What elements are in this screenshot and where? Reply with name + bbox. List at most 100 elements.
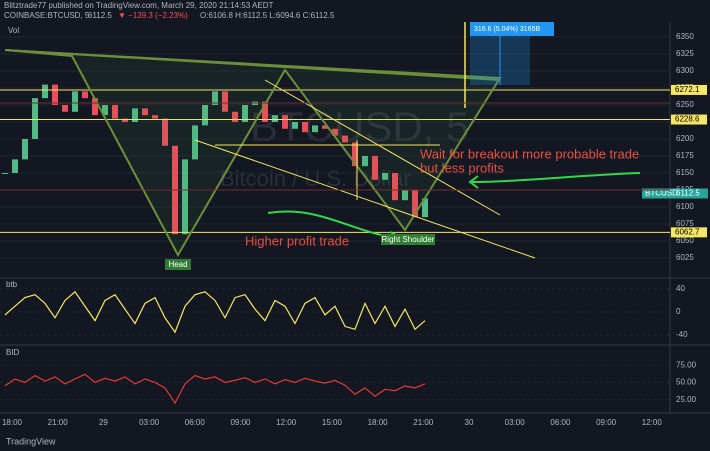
- candle: [312, 125, 318, 133]
- candle: [162, 118, 168, 146]
- candle: [272, 115, 278, 122]
- publisher: Blitztrade77 published on TradingView.co…: [4, 1, 273, 10]
- y-tick-label: 0: [676, 307, 681, 316]
- panel-title: Vol: [8, 26, 19, 35]
- candle: [412, 189, 418, 218]
- last: 6112.5: [88, 11, 112, 20]
- price-tag-label: 6062.7: [675, 227, 700, 236]
- price-tag: [671, 227, 707, 238]
- candle: [352, 142, 358, 167]
- y-tick-label: 6300: [676, 66, 694, 75]
- x-tick-label: 06:00: [185, 418, 206, 427]
- candle: [292, 121, 298, 129]
- candle: [302, 121, 308, 133]
- candle: [52, 84, 58, 105]
- candle: [12, 159, 18, 173]
- annotation: but less profits: [420, 160, 504, 175]
- candle: [152, 115, 158, 119]
- last-tag: [642, 188, 708, 199]
- y-tick-label: 6050: [676, 236, 694, 245]
- candle: [212, 91, 218, 105]
- y-tick-label: 40: [676, 284, 685, 293]
- x-tick-label: 09:00: [230, 418, 251, 427]
- candle: [102, 104, 108, 116]
- price-tag: [671, 84, 707, 95]
- watermark: Bitcoin / U.S. Dollar: [220, 166, 411, 191]
- candle: [202, 104, 208, 126]
- candle: [372, 155, 378, 180]
- annotation: Wait for breakout more probable trade: [420, 146, 639, 161]
- shoulder-label: Right Shoulder: [382, 235, 435, 244]
- separators: [0, 22, 710, 414]
- change: ▼ −139.3 (−2.23%): [118, 11, 188, 20]
- range-label: 316.6 (5.04%) 3165B: [474, 26, 540, 33]
- x-tick-label: 09:00: [596, 418, 617, 427]
- y-tick-label: 6350: [676, 32, 694, 41]
- indicator-line: [4, 290, 426, 334]
- drawings: [0, 22, 670, 270]
- candle: [132, 108, 138, 122]
- y-tick-label: 6025: [676, 253, 694, 262]
- candle: [122, 118, 128, 122]
- panel-title: btb: [6, 280, 18, 289]
- candle: [92, 98, 98, 116]
- y-tick-label: -40: [676, 330, 688, 339]
- candle: [402, 189, 408, 201]
- x-tick-label: 18:00: [2, 418, 23, 427]
- candle: [2, 172, 8, 174]
- y-tick-label: 6250: [676, 100, 694, 109]
- indicator-line: [4, 373, 426, 405]
- x-tick-label: 15:00: [322, 418, 343, 427]
- last-tag-name: BTCUSD: [645, 189, 678, 198]
- y-tick-label: 6150: [676, 168, 694, 177]
- candle: [362, 155, 368, 167]
- y-tick-label: 6325: [676, 49, 694, 58]
- candle: [382, 172, 388, 180]
- candle: [42, 84, 48, 99]
- last-tag-value: 6112.5: [676, 189, 700, 198]
- footer: TradingView: [6, 436, 56, 446]
- candle: [342, 135, 348, 143]
- candle: [232, 111, 238, 122]
- candle: [72, 91, 78, 112]
- candle: [62, 104, 68, 112]
- x-tick-label: 29: [99, 418, 108, 427]
- candle: [32, 98, 38, 139]
- candle: [282, 115, 288, 129]
- x-tick-label: 03:00: [139, 418, 160, 427]
- candle: [392, 172, 398, 201]
- y-tick-label: 6100: [676, 202, 694, 211]
- candle: [182, 159, 188, 235]
- candle: [22, 138, 28, 160]
- y-tick-label: 6200: [676, 134, 694, 143]
- x-tick-label: 18:00: [368, 418, 389, 427]
- candle: [112, 104, 118, 119]
- y-tick-label: 50.00: [676, 378, 697, 387]
- price-tag: [671, 114, 707, 125]
- candle: [222, 91, 228, 112]
- candle: [142, 108, 148, 116]
- candle: [332, 128, 338, 136]
- price-tag-label: 6272.1: [675, 85, 700, 94]
- candle: [242, 104, 248, 122]
- marks: 6025605060756100612561506175620062256250…: [0, 32, 708, 427]
- ohlc: O:6106.8 H:6112.5 L:6094.6 C:6112.5: [200, 11, 335, 20]
- y-tick-label: 6175: [676, 151, 694, 160]
- x-tick-label: 21:00: [413, 418, 434, 427]
- x-tick-label: 06:00: [550, 418, 571, 427]
- head-label: Head: [168, 260, 187, 269]
- x-tick-label: 21:00: [48, 418, 69, 427]
- candle: [192, 125, 198, 160]
- x-tick-label: 03:00: [505, 418, 526, 427]
- candle: [262, 101, 268, 122]
- y-tick-label: 6075: [676, 219, 694, 228]
- x-tick-label: 12:00: [276, 418, 297, 427]
- annotation: Higher profit trade: [245, 233, 349, 248]
- x-tick-label: 30: [465, 418, 474, 427]
- price-tag-label: 6228.6: [675, 115, 700, 124]
- candle: [82, 91, 88, 99]
- y-tick-label: 25.00: [676, 395, 697, 404]
- x-tick-label: 12:00: [642, 418, 663, 427]
- candle: [322, 125, 328, 129]
